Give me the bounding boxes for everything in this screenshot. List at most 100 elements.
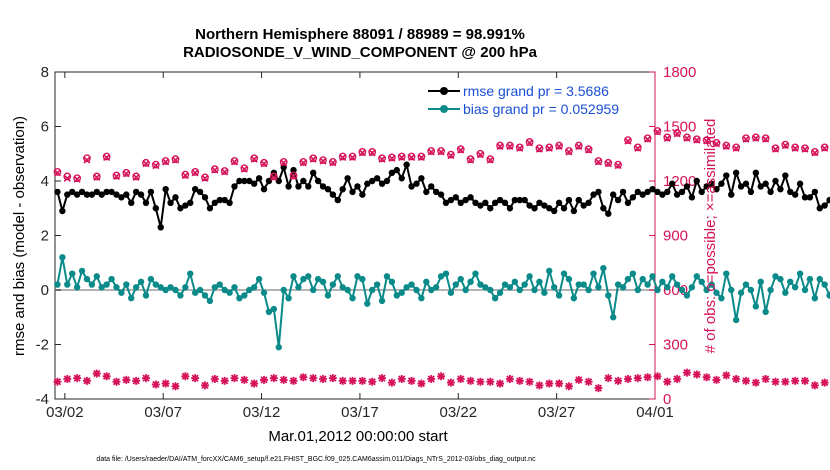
bias-point bbox=[536, 278, 543, 286]
bias-point bbox=[747, 286, 755, 294]
obs-possible-point bbox=[447, 150, 455, 159]
obs-count-point bbox=[73, 374, 82, 383]
obs-count-point bbox=[319, 375, 328, 384]
obs-count-point bbox=[53, 377, 62, 386]
rmse-point bbox=[93, 188, 101, 196]
rmse-point bbox=[364, 180, 371, 187]
obs-assimilated-point bbox=[112, 172, 121, 181]
obs-count-point bbox=[673, 375, 682, 384]
rmse-point bbox=[172, 194, 179, 201]
bias-point bbox=[201, 292, 209, 299]
bias-point bbox=[472, 270, 479, 277]
rmse-point bbox=[526, 202, 533, 209]
bias-point bbox=[118, 289, 125, 296]
obs-assimilated-point bbox=[712, 140, 721, 148]
obs-possible-point bbox=[53, 168, 62, 176]
bias-point bbox=[688, 284, 696, 291]
bias-point bbox=[334, 273, 341, 280]
y-axis-label: rmse and bias (model - observation) bbox=[11, 116, 28, 356]
obs-assimilated-point bbox=[122, 170, 130, 178]
obs-count-point bbox=[505, 375, 514, 384]
rmse-point bbox=[285, 183, 292, 190]
obs-assimilated-point bbox=[673, 130, 681, 138]
bias-point bbox=[816, 275, 823, 283]
bias-point bbox=[157, 284, 164, 291]
obs-possible-point bbox=[574, 141, 583, 150]
y-tick-label: 8 bbox=[41, 64, 49, 81]
obs-assimilated-point bbox=[555, 142, 563, 151]
obs-assimilated-point bbox=[467, 156, 475, 164]
bias-point bbox=[128, 294, 135, 302]
bias-point bbox=[742, 281, 750, 288]
obs-possible-point bbox=[781, 140, 790, 149]
bias-point bbox=[718, 294, 725, 302]
bias-point bbox=[314, 275, 322, 283]
plot-area: 03/02 03/07 03/12 03/17 03/22 03/27 04/01 -4 -2 0… bbox=[36, 64, 830, 421]
rmse-point bbox=[383, 177, 391, 185]
bias-point bbox=[428, 286, 435, 294]
rmse-point bbox=[128, 199, 135, 206]
obs-assimilated-point bbox=[63, 174, 71, 182]
rmse-point bbox=[437, 191, 445, 198]
obs-count-point bbox=[132, 376, 141, 385]
obs-assimilated-point bbox=[201, 174, 209, 182]
obs-possible-point bbox=[338, 152, 347, 161]
obs-possible-point bbox=[319, 156, 327, 165]
rmse-point bbox=[816, 205, 823, 212]
rmse-point bbox=[113, 191, 120, 198]
obs-assimilated-point bbox=[319, 157, 327, 165]
bias-point bbox=[354, 273, 361, 280]
obs-assimilated-point bbox=[624, 137, 632, 145]
obs-possible-point bbox=[820, 143, 829, 152]
obs-possible-point bbox=[299, 158, 308, 166]
obs-possible-point bbox=[250, 154, 259, 163]
obs-count-point bbox=[181, 372, 190, 381]
rmse-point bbox=[428, 183, 435, 190]
bias-point bbox=[487, 286, 494, 294]
rmse-point bbox=[536, 199, 543, 206]
bias-point bbox=[413, 286, 420, 294]
obs-possible-point bbox=[535, 144, 544, 153]
obs-count-point bbox=[712, 375, 721, 384]
rmse-point bbox=[359, 191, 366, 198]
rmse-point bbox=[467, 194, 474, 201]
axes-box bbox=[54, 71, 656, 400]
obs-possible-point bbox=[476, 149, 485, 158]
obs-assimilated-point bbox=[230, 158, 239, 166]
bias-point bbox=[521, 281, 528, 288]
bias-point bbox=[580, 281, 587, 288]
rmse-point bbox=[324, 185, 332, 193]
bias-point bbox=[403, 284, 410, 291]
bias-point bbox=[664, 284, 671, 291]
bias-point bbox=[482, 284, 489, 291]
obs-possible-point bbox=[712, 138, 721, 147]
rmse-point bbox=[88, 191, 96, 198]
obs-assimilated-point bbox=[526, 139, 534, 147]
obs-possible-point bbox=[771, 144, 780, 153]
bias-point bbox=[295, 284, 302, 291]
rmse-point bbox=[147, 188, 155, 196]
obs-assimilated-point bbox=[693, 136, 701, 144]
bias-point bbox=[511, 278, 519, 286]
obs-count-point bbox=[702, 373, 711, 382]
rmse-point bbox=[806, 194, 814, 201]
rmse-point bbox=[678, 188, 686, 196]
bias-point bbox=[236, 294, 243, 302]
rmse-series-line bbox=[56, 161, 830, 228]
bias-point bbox=[113, 284, 120, 291]
rmse-point bbox=[767, 188, 774, 196]
bias-point bbox=[555, 292, 563, 299]
bias-point bbox=[590, 270, 597, 277]
bias-point bbox=[108, 275, 115, 283]
obs-count-point bbox=[741, 376, 750, 385]
rmse-point bbox=[565, 196, 573, 204]
rmse-point bbox=[787, 188, 794, 196]
bias-point bbox=[73, 284, 81, 291]
obs-count-point bbox=[722, 371, 731, 380]
rmse-point bbox=[669, 180, 676, 187]
rmse-point bbox=[609, 191, 617, 198]
obs-possible-point bbox=[525, 138, 534, 146]
obs-possible-point bbox=[456, 145, 465, 154]
obs-count-point bbox=[771, 377, 780, 386]
obs-count-point bbox=[761, 375, 770, 384]
